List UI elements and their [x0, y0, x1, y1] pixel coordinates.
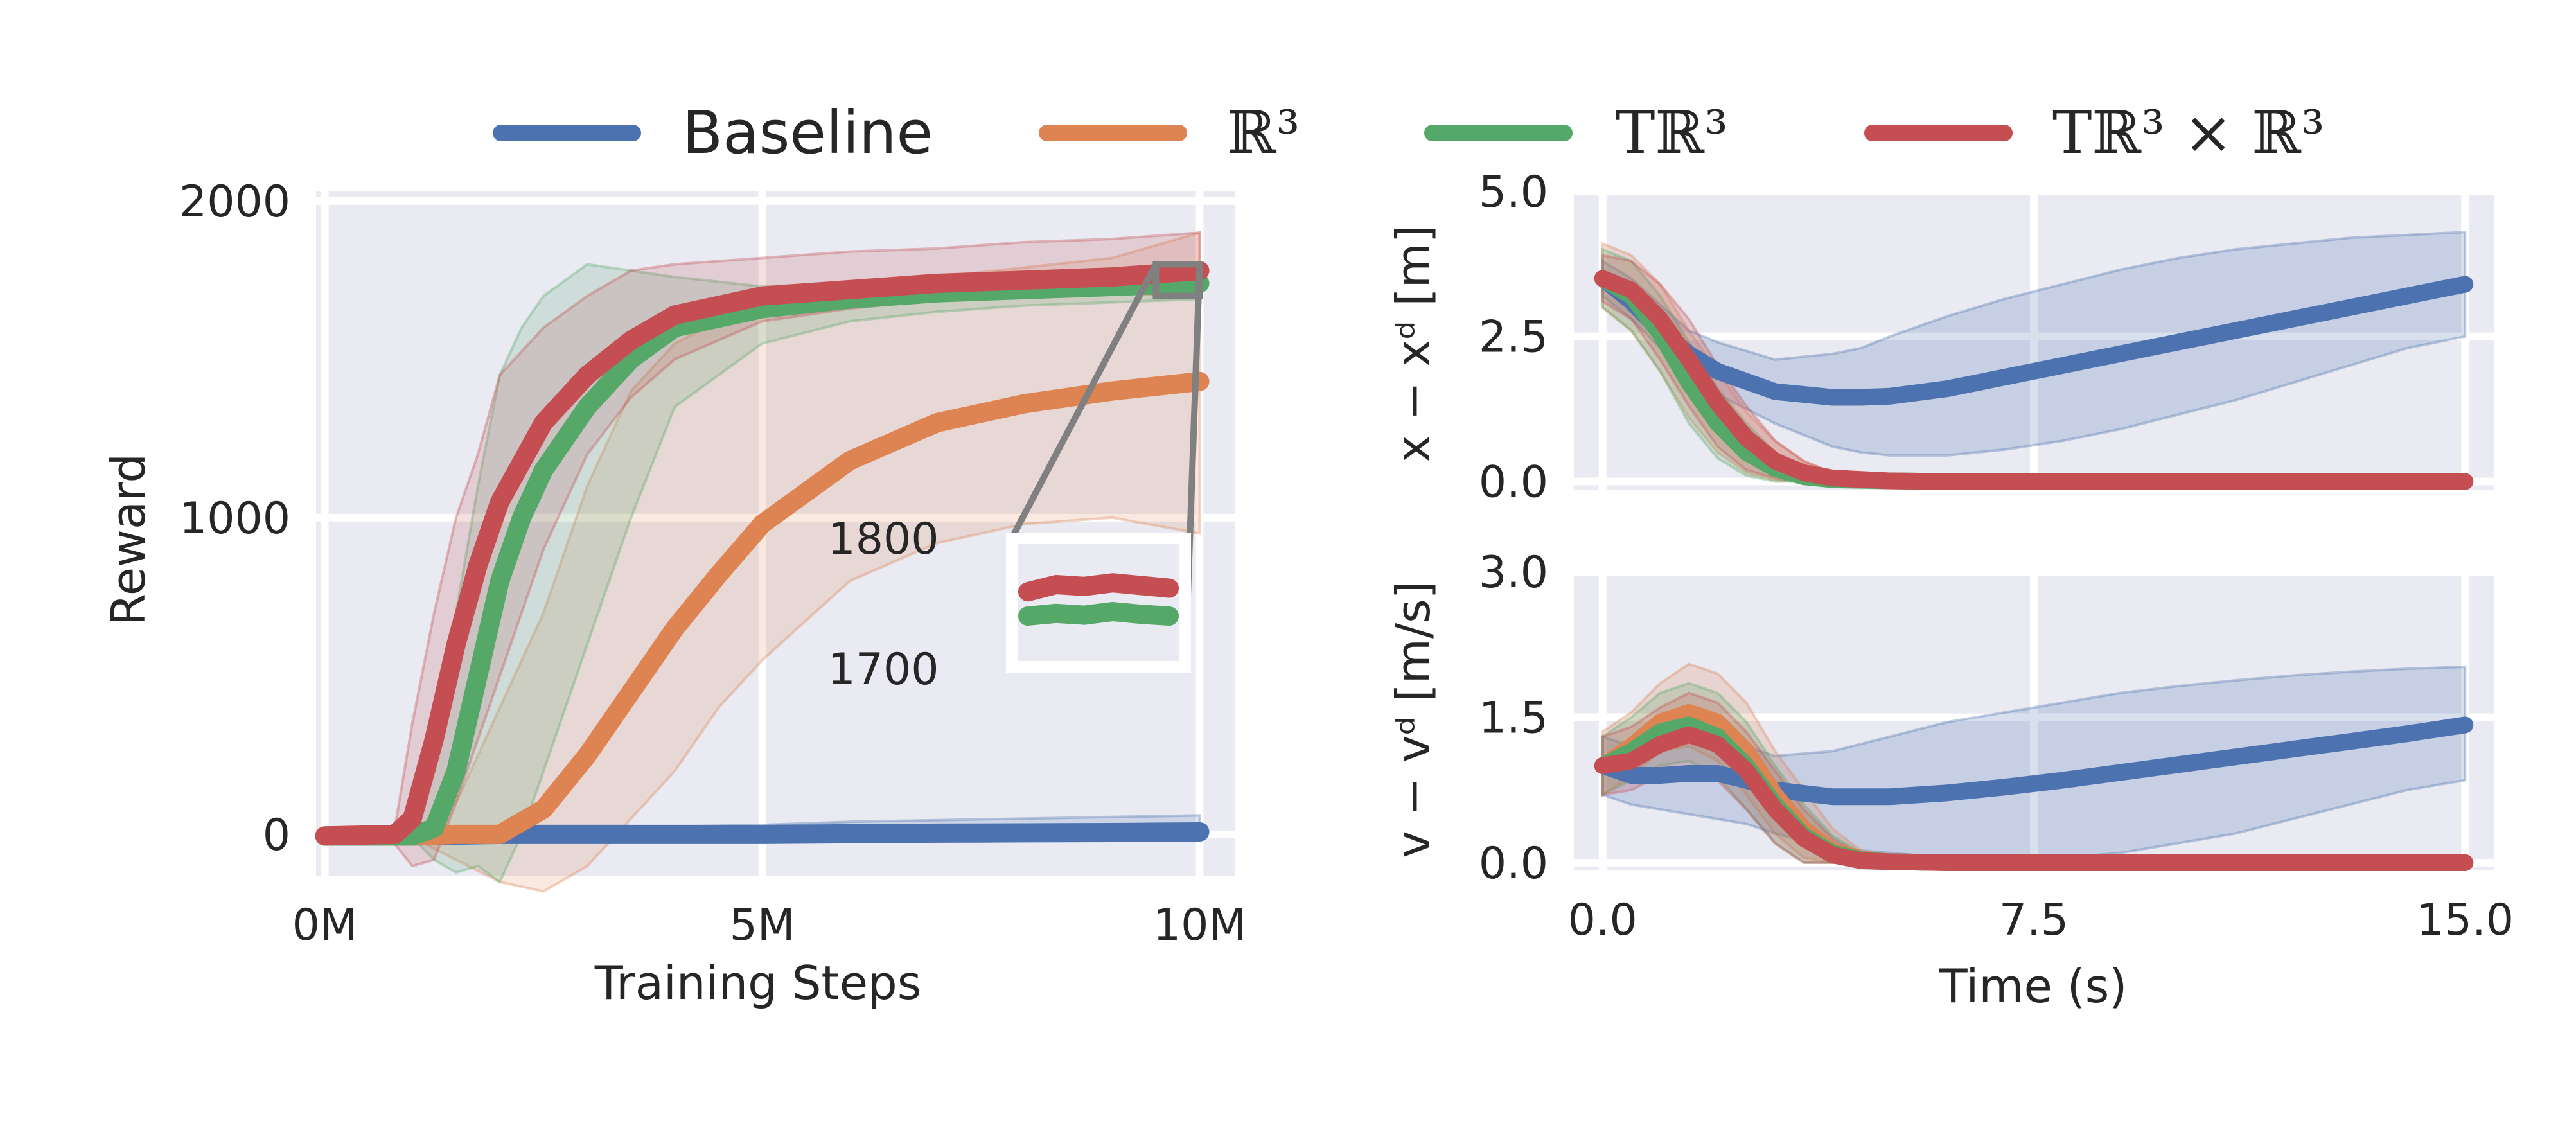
velocity-error-tick-labels: 0.0 1.5 3.0 0.0 7.5 15.0	[1479, 547, 2514, 946]
velocity-error-y-axis-label: v − vᵈ [m/s]	[1386, 581, 1440, 858]
reward-line-r3	[315, 371, 1210, 846]
inset-box	[1006, 533, 1191, 673]
legend-item-tr3: Tℝ³	[1424, 98, 1728, 167]
inset-line-tr3xr3	[1018, 573, 1179, 602]
velocity_error-xtick-1: 7.5	[1999, 895, 2069, 946]
reward-xtick-1: 5M	[730, 900, 795, 951]
reward-ytick-1: 1000	[179, 493, 290, 544]
reward-ytick-0: 0	[263, 810, 290, 861]
inset-line-tr3	[1018, 602, 1179, 626]
legend: Baseline ℝ³ Tℝ³ Tℝ³ × ℝ³	[493, 98, 2325, 167]
position_error-line-tr3xr3	[1594, 270, 2474, 490]
velocity_error-xtick-0: 0.0	[1568, 895, 1637, 946]
velocity-error-panel: 0.0 1.5 3.0 0.0 7.5 15.0 Time (s) v − vᵈ [m/s…	[1386, 547, 2514, 1013]
position-error-y-axis-label: x − xᵈ [m]	[1386, 225, 1440, 463]
reward-band-r3	[323, 231, 1201, 893]
reward-y-axis-label: Reward	[101, 454, 155, 626]
position_error-ytick-2: 5.0	[1479, 167, 1548, 218]
legend-item-r3: ℝ³	[1039, 98, 1300, 167]
velocity_error-xtick-2: 15.0	[2417, 895, 2514, 946]
velocity_error-ytick-1: 1.5	[1479, 693, 1548, 743]
velocity_error-ytick-0: 0.0	[1479, 838, 1548, 889]
legend-label-r3: ℝ³	[1227, 98, 1300, 167]
position_error-ytick-1: 2.5	[1479, 312, 1548, 363]
legend-label-baseline: Baseline	[682, 98, 933, 167]
velocity-error-lines	[1594, 703, 2474, 871]
inset-connector-left	[1009, 263, 1159, 540]
velocity_error-line-baseline	[1594, 716, 2474, 806]
reward-line-tr3xr3	[315, 261, 1210, 846]
reward-ytick-2: 2000	[179, 177, 290, 227]
legend-label-tr3: Tℝ³	[1616, 98, 1728, 167]
reward-panel: 1800 1700 0 1000 2000 0M 5M 10M Training Steps…	[101, 177, 1246, 1010]
reward-x-axis-label: Training Steps	[594, 956, 921, 1010]
legend-item-tr3xr3: Tℝ³ × ℝ³	[1864, 98, 2325, 167]
legend-label-tr3xr3: Tℝ³ × ℝ³	[2052, 98, 2325, 167]
position-error-panel: 0.0 2.5 5.0 x − xᵈ [m]	[1386, 167, 2494, 508]
reward-xtick-0: 0M	[292, 900, 358, 951]
velocity_error-band-baseline	[1601, 665, 2467, 861]
inset-ytick-0: 1800	[827, 514, 939, 565]
inset-ytick-1: 1700	[827, 644, 939, 695]
reward-xtick-2: 10M	[1153, 900, 1246, 951]
velocity_error-line-tr3xr3	[1594, 726, 2474, 871]
velocity-error-x-axis-label: Time (s)	[1939, 959, 2128, 1013]
position-error-lines	[1594, 270, 2474, 490]
position-error-tick-labels: 0.0 2.5 5.0	[1479, 167, 1548, 508]
reward-lines	[315, 261, 1210, 846]
velocity_error-ytick-2: 3.0	[1479, 547, 1548, 598]
reward-inset: 1800 1700	[827, 261, 1203, 695]
legend-item-baseline: Baseline	[493, 98, 933, 167]
reward-tick-labels: 0 1000 2000 0M 5M 10M	[179, 177, 1246, 951]
position_error-ytick-0: 0.0	[1479, 457, 1548, 508]
